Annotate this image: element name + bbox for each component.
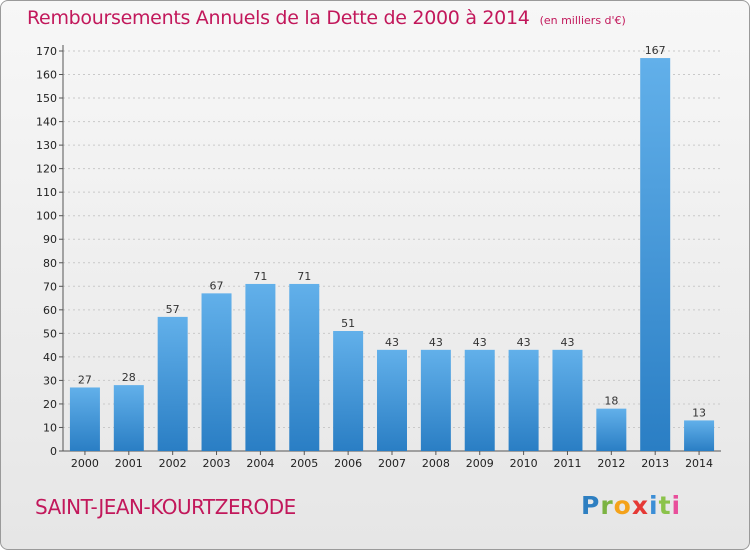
- bar-2007: [377, 349, 407, 451]
- bar-2006: [333, 331, 364, 451]
- bar-2001: [113, 385, 144, 451]
- data-label: 43: [473, 336, 487, 349]
- chart-title: Remboursements Annuels de la Dette de 20…: [27, 7, 530, 29]
- y-tick-label: 30: [43, 374, 57, 387]
- logo-letter: r: [600, 491, 614, 520]
- data-label: 51: [341, 317, 355, 330]
- bar-2010: [508, 349, 539, 451]
- labels: 0 10 20 30 40 50 60 70 80 90 100 110 120 130 140 150 160…: [36, 44, 713, 470]
- bar-2014: [684, 420, 715, 451]
- x-tick-label: 2002: [159, 457, 187, 470]
- y-tick-label: 0: [50, 445, 57, 458]
- x-tick-label: 2012: [597, 457, 625, 470]
- bar-2000: [69, 387, 100, 451]
- logo-letter: x: [631, 491, 649, 520]
- proxiti-logo: Proxiti: [581, 491, 681, 520]
- chart-unit: (en milliers d'€): [539, 14, 626, 27]
- y-tick-label: 100: [36, 210, 57, 223]
- x-tick-label: 2004: [246, 457, 274, 470]
- y-tick-label: 150: [36, 92, 57, 105]
- y-tick-label: 40: [43, 351, 57, 364]
- y-tick-label: 70: [43, 280, 57, 293]
- bar-2009: [464, 349, 495, 451]
- y-tick-label: 160: [36, 69, 57, 82]
- data-label: 18: [604, 395, 618, 408]
- data-label: 71: [253, 270, 267, 283]
- data-label: 67: [210, 279, 224, 292]
- y-tick-label: 130: [36, 139, 57, 152]
- bar-2008: [420, 349, 451, 451]
- bars: [69, 58, 715, 451]
- data-label: 43: [429, 336, 443, 349]
- y-tick-label: 60: [43, 304, 57, 317]
- x-tick-label: 2001: [115, 457, 143, 470]
- data-label: 43: [517, 336, 531, 349]
- logo-letter: o: [613, 491, 632, 520]
- x-tick-label: 2003: [203, 457, 231, 470]
- x-tick-label: 2010: [510, 457, 538, 470]
- y-tick-label: 50: [43, 327, 57, 340]
- y-tick-label: 90: [43, 233, 57, 246]
- y-tick-label: 170: [36, 45, 57, 58]
- bar-2013: [640, 58, 671, 451]
- x-tick-label: 2009: [466, 457, 494, 470]
- x-tick-label: 2005: [290, 457, 318, 470]
- x-tick-label: 2007: [378, 457, 406, 470]
- x-tick-label: 2014: [685, 457, 713, 470]
- y-tick-label: 20: [43, 398, 57, 411]
- x-tick-label: 2000: [71, 457, 99, 470]
- x-tick-label: 2008: [422, 457, 450, 470]
- data-label: 28: [122, 371, 136, 384]
- data-label: 13: [692, 406, 706, 419]
- data-label: 43: [560, 336, 574, 349]
- logo-letter: t: [658, 491, 672, 520]
- bar-2003: [201, 293, 232, 451]
- data-label: 57: [166, 303, 180, 316]
- y-tick-label: 110: [36, 186, 57, 199]
- x-tick-label: 2006: [334, 457, 362, 470]
- y-tick-label: 10: [43, 421, 57, 434]
- data-label: 71: [297, 270, 311, 283]
- x-tick-label: 2013: [641, 457, 669, 470]
- logo-letter: i: [671, 491, 682, 520]
- bar-2012: [596, 408, 627, 451]
- y-tick-label: 120: [36, 163, 57, 176]
- bar-2002: [157, 316, 188, 451]
- commune-name: SAINT-JEAN-KOURTZERODE: [35, 495, 296, 519]
- x-tick-label: 2011: [553, 457, 581, 470]
- chart-title-block: Remboursements Annuels de la Dette de 20…: [27, 7, 626, 29]
- y-tick-label: 80: [43, 257, 57, 270]
- bar-2004: [245, 283, 276, 451]
- logo-letter: P: [581, 491, 601, 520]
- bar-2005: [289, 283, 320, 451]
- data-label: 27: [78, 373, 92, 386]
- y-tick-label: 140: [36, 116, 57, 129]
- bar-2011: [552, 349, 583, 451]
- data-label: 167: [645, 44, 666, 57]
- logo-letter: i: [649, 491, 659, 520]
- data-label: 43: [385, 336, 399, 349]
